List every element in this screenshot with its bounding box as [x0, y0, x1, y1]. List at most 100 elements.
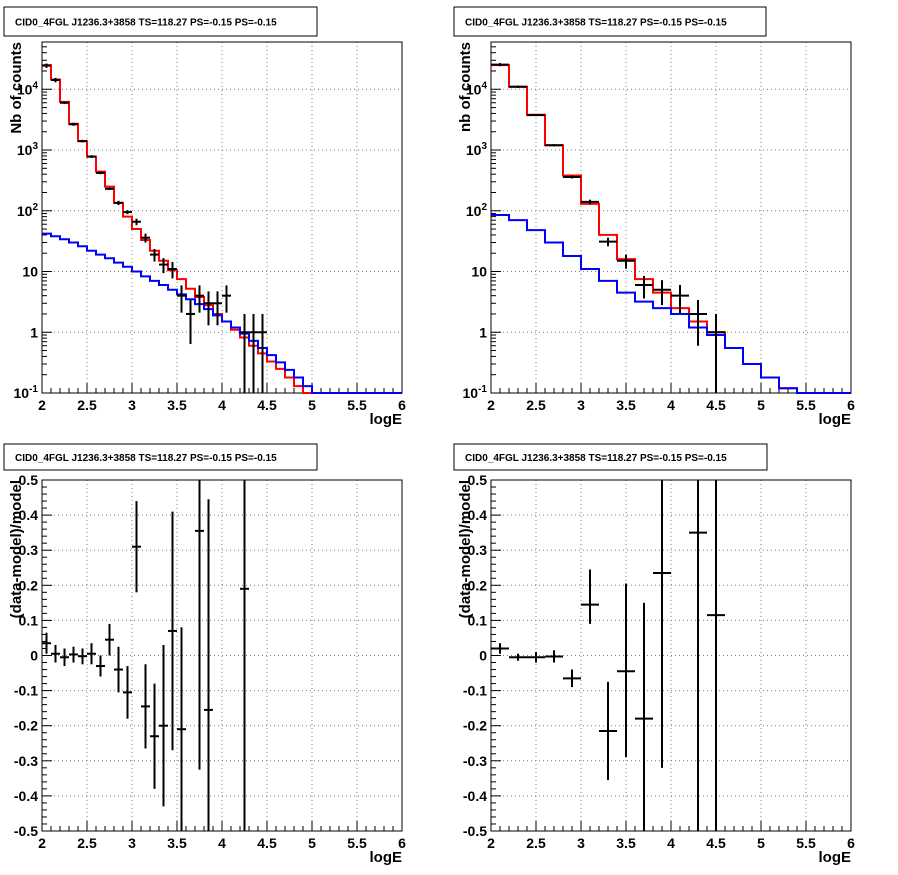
y-axis-title: nb of counts	[457, 42, 474, 132]
y-tick-label: 0.3	[19, 542, 39, 558]
x-tick-label: 6	[398, 397, 406, 413]
model-background-line	[491, 214, 851, 394]
x-tick-label: 2.5	[526, 835, 546, 851]
x-tick-label: 3.5	[167, 835, 187, 851]
y-tick-label: 0.5	[468, 472, 488, 488]
x-tick-label: 2.5	[77, 397, 97, 413]
x-axis	[41, 383, 403, 393]
chart-pad-3: CID0_4FGL J1236.3+3858 TS=118.27 PS=-0.1…	[3, 443, 406, 866]
grid	[491, 42, 851, 393]
chart-pad-1: CID0_4FGL J1236.3+3858 TS=118.27 PS=-0.1…	[3, 6, 406, 428]
tick-exponent: 2	[481, 202, 487, 213]
plot-area	[491, 63, 851, 394]
tick-base: 10	[17, 142, 33, 158]
x-tick-label: 5.5	[347, 835, 367, 851]
errorbar-series	[491, 63, 725, 393]
x-tick-label: 4.5	[706, 397, 726, 413]
y-tick-label: -0.4	[463, 788, 487, 804]
y-tick-label: -0.2	[463, 718, 487, 734]
chart-pad-2: CID0_4FGL J1236.3+3858 TS=118.27 PS=-0.1…	[453, 6, 855, 428]
x-tick-label: 4	[667, 835, 675, 851]
x-tick-label: 4	[218, 397, 226, 413]
y-tick-label: 0.1	[468, 612, 488, 628]
y-tick-label: 103	[17, 141, 39, 158]
chart-title: CID0_4FGL J1236.3+3858 TS=118.27 PS=-0.1…	[15, 18, 277, 29]
x-tick-label: 5	[308, 835, 316, 851]
errorbar-series	[42, 480, 249, 831]
x-tick-label: 3	[577, 397, 585, 413]
grid	[491, 480, 851, 831]
y-tick-label: 104	[17, 80, 39, 97]
tick-base: 10	[466, 203, 482, 219]
plot-area	[42, 63, 402, 394]
y-tick-label: 102	[17, 202, 39, 219]
x-axis-title: logE	[819, 849, 852, 866]
tick-exponent: 3	[32, 141, 38, 152]
y-tick-label: 0	[479, 648, 487, 664]
x-tick-label: 5	[757, 397, 765, 413]
y-axis-title: (data-model)/model	[457, 480, 474, 618]
chart-title-box	[453, 6, 767, 37]
y-tick-label: 0.5	[19, 472, 39, 488]
y-tick-label: -0.1	[463, 683, 487, 699]
x-tick-label: 3.5	[616, 397, 636, 413]
x-tick-label: 5.5	[796, 397, 816, 413]
y-tick-label: 0.4	[468, 507, 488, 523]
y-tick-label: 102	[466, 202, 488, 219]
x-tick-label: 4.5	[706, 835, 726, 851]
y-tick-label: 10	[22, 264, 38, 280]
x-tick-label: 3	[128, 835, 136, 851]
y-tick-label: -0.1	[14, 683, 38, 699]
errorbar-series	[491, 480, 725, 831]
tick-base: 10	[17, 81, 33, 97]
plot-area	[42, 480, 249, 831]
tick-exponent: 4	[32, 80, 38, 91]
y-axis-title: Nb of counts	[8, 42, 25, 134]
y-axis	[491, 479, 501, 832]
y-axis	[491, 46, 501, 394]
chart-title-box	[3, 443, 318, 471]
chart-title-box	[453, 443, 768, 471]
x-tick-label: 4.5	[257, 397, 277, 413]
y-tick-label: 104	[466, 80, 488, 97]
tick-exponent: -1	[29, 384, 38, 395]
chart-title: CID0_4FGL J1236.3+3858 TS=118.27 PS=-0.1…	[15, 453, 277, 464]
tick-exponent: 3	[481, 141, 487, 152]
x-tick-label: 4.5	[257, 835, 277, 851]
y-tick-label: 10-1	[14, 384, 39, 401]
x-tick-label: 5.5	[347, 397, 367, 413]
y-tick-label: 103	[466, 141, 488, 158]
y-tick-label: 10-1	[463, 384, 488, 401]
y-tick-label: -0.5	[14, 823, 38, 839]
x-tick-label: 6	[847, 835, 855, 851]
y-tick-label: -0.4	[14, 788, 38, 804]
y-tick-label: 0.3	[468, 542, 488, 558]
y-tick-label: 0.2	[19, 577, 39, 593]
chart-pad-4: CID0_4FGL J1236.3+3858 TS=118.27 PS=-0.1…	[453, 443, 855, 866]
x-axis	[41, 821, 403, 831]
x-tick-label: 5.5	[796, 835, 816, 851]
x-tick-label: 6	[398, 835, 406, 851]
y-axis	[42, 479, 52, 832]
errorbar-series	[42, 63, 267, 393]
y-axis	[42, 46, 52, 394]
tick-base: 10	[14, 385, 30, 401]
y-tick-label: 1	[479, 324, 487, 340]
x-tick-label: 3	[577, 835, 585, 851]
x-tick-label: 5	[308, 397, 316, 413]
y-tick-label: -0.5	[463, 823, 487, 839]
y-tick-label: -0.3	[14, 753, 38, 769]
y-axis-title: (data-model)/model	[8, 480, 25, 618]
tick-base: 10	[463, 385, 479, 401]
tick-exponent: -1	[478, 384, 487, 395]
tick-exponent: 2	[32, 202, 38, 213]
x-tick-label: 2.5	[526, 397, 546, 413]
y-tick-label: -0.3	[463, 753, 487, 769]
y-tick-label: 0.2	[468, 577, 488, 593]
x-tick-label: 4	[667, 397, 675, 413]
x-tick-label: 2	[487, 835, 495, 851]
x-tick-label: 2	[38, 835, 46, 851]
x-tick-label: 2	[487, 397, 495, 413]
x-tick-label: 3.5	[167, 397, 187, 413]
